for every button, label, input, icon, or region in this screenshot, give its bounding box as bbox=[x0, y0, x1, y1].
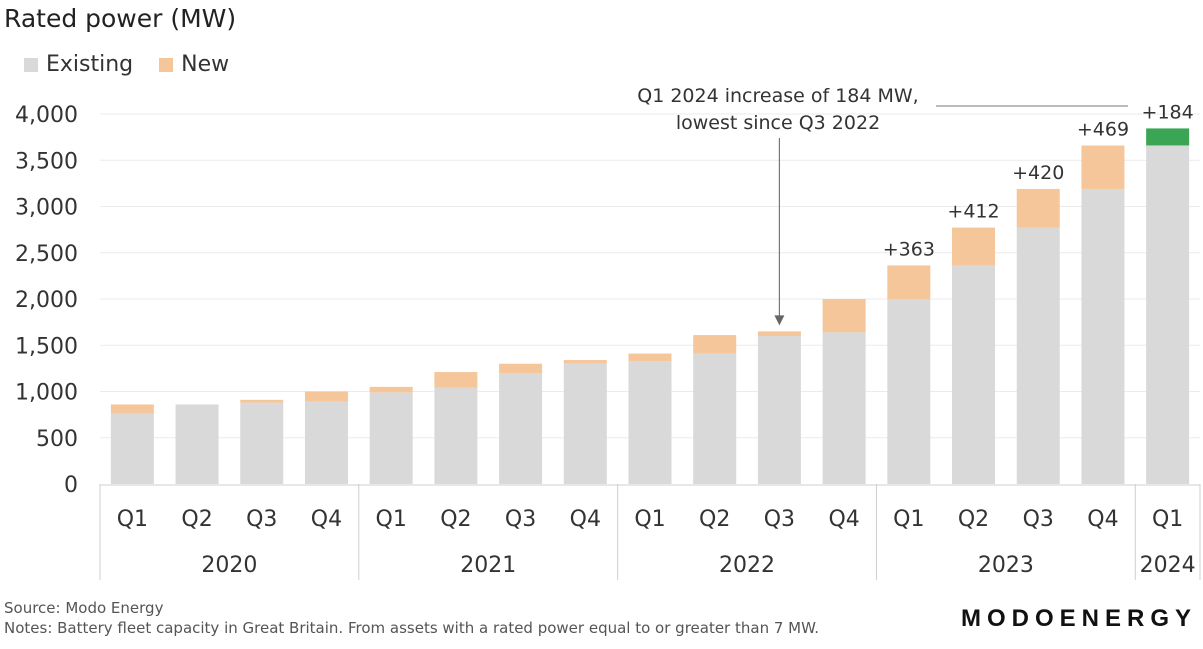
bar-new bbox=[1016, 188, 1060, 228]
bar-new bbox=[952, 227, 996, 266]
legend-item-existing: Existing bbox=[24, 52, 133, 77]
annotation-text: Q1 2024 increase of 184 MW, bbox=[637, 85, 918, 107]
legend-swatch-new bbox=[159, 57, 174, 72]
legend-item-new: New bbox=[159, 52, 229, 77]
x-tick-label: Q3 bbox=[1023, 507, 1054, 532]
bar-existing bbox=[434, 387, 478, 484]
legend-label-existing: Existing bbox=[46, 52, 134, 77]
brand-logo: MODOENERGY bbox=[960, 605, 1197, 632]
year-label: 2023 bbox=[978, 553, 1034, 578]
bar-existing bbox=[304, 401, 348, 484]
bar-existing bbox=[1081, 188, 1125, 485]
bar-existing bbox=[1146, 145, 1190, 484]
legend: Existing New bbox=[24, 52, 243, 77]
bar-existing bbox=[499, 373, 543, 484]
y-tick-label: 500 bbox=[36, 427, 78, 452]
bar-new bbox=[693, 335, 737, 354]
year-label: 2024 bbox=[1140, 553, 1196, 578]
bar-new bbox=[240, 399, 284, 403]
bar-existing bbox=[693, 353, 737, 484]
x-tick-label: Q2 bbox=[699, 507, 730, 532]
x-tick-label: Q4 bbox=[1087, 507, 1118, 532]
x-tick-label: Q1 bbox=[1152, 507, 1183, 532]
y-tick-label: 2,500 bbox=[15, 242, 78, 267]
bar-new bbox=[757, 331, 801, 336]
bar-existing bbox=[887, 299, 931, 484]
footer: Source: Modo Energy Notes: Battery fleet… bbox=[4, 598, 819, 638]
x-tick-label: Q1 bbox=[117, 507, 148, 532]
bar-new bbox=[369, 386, 413, 393]
bar-existing bbox=[369, 392, 413, 484]
x-tick-label: Q1 bbox=[376, 507, 407, 532]
bar-new bbox=[822, 299, 866, 333]
y-tick-label: 2,000 bbox=[15, 288, 78, 313]
bar-new bbox=[434, 372, 478, 388]
bar-new bbox=[563, 360, 607, 364]
legend-label-new: New bbox=[181, 52, 230, 77]
bar-existing bbox=[952, 265, 996, 484]
bar-existing bbox=[563, 363, 607, 484]
year-label: 2020 bbox=[201, 553, 257, 578]
bar-chart: 0 500 1,000 1,500 2,000 2,500 3,000 3,500 4,000 +… bbox=[15, 85, 1201, 580]
source-note: Source: Modo Energy bbox=[4, 599, 164, 617]
y-tick-label: 1,000 bbox=[15, 381, 78, 406]
x-tick-label: Q2 bbox=[440, 507, 471, 532]
bar-new bbox=[499, 363, 543, 373]
y-tick-label: 4,000 bbox=[15, 103, 78, 128]
x-tick-label: Q4 bbox=[828, 507, 859, 532]
x-tick-label: Q2 bbox=[958, 507, 989, 532]
bar-existing bbox=[175, 404, 219, 484]
year-label: 2022 bbox=[719, 553, 775, 578]
bar-new bbox=[628, 353, 672, 361]
bar-existing bbox=[628, 360, 672, 484]
x-tick-label: Q2 bbox=[181, 507, 212, 532]
bar-data-label: +420 bbox=[1012, 162, 1064, 184]
bar-new-highlight bbox=[1146, 128, 1190, 146]
bar-existing bbox=[110, 413, 154, 484]
bar-existing bbox=[1016, 227, 1060, 484]
x-tick-label: Q3 bbox=[246, 507, 277, 532]
year-label: 2021 bbox=[460, 553, 516, 578]
bar-data-label: +363 bbox=[883, 238, 935, 260]
bar-new bbox=[304, 391, 348, 402]
bar-new bbox=[1081, 145, 1125, 189]
bar-existing bbox=[240, 402, 284, 484]
x-tick-label: Q1 bbox=[634, 507, 665, 532]
y-tick-label: 1,500 bbox=[15, 334, 78, 359]
y-tick-label: 0 bbox=[64, 473, 78, 498]
bar-existing bbox=[757, 336, 801, 484]
annotation-text: lowest since Q3 2022 bbox=[676, 112, 880, 134]
bar-data-label: +184 bbox=[1142, 101, 1194, 123]
x-tick-label: Q1 bbox=[893, 507, 924, 532]
chart-title: Rated power (MW) bbox=[4, 4, 237, 33]
bar-new bbox=[887, 265, 931, 299]
x-tick-label: Q3 bbox=[505, 507, 536, 532]
legend-swatch-existing bbox=[24, 57, 38, 72]
x-tick-label: Q4 bbox=[311, 507, 342, 532]
notes-text: Notes: Battery fleet capacity in Great B… bbox=[4, 619, 819, 637]
annotation-arrowhead bbox=[774, 315, 785, 326]
bar-new bbox=[110, 404, 154, 414]
bar-data-label: +412 bbox=[947, 201, 999, 223]
y-tick-label: 3,500 bbox=[15, 149, 78, 174]
x-tick-label: Q3 bbox=[764, 507, 795, 532]
x-tick-label: Q4 bbox=[570, 507, 601, 532]
bar-data-label: +469 bbox=[1077, 119, 1129, 141]
y-tick-label: 3,000 bbox=[15, 196, 78, 221]
bar-existing bbox=[822, 332, 866, 484]
